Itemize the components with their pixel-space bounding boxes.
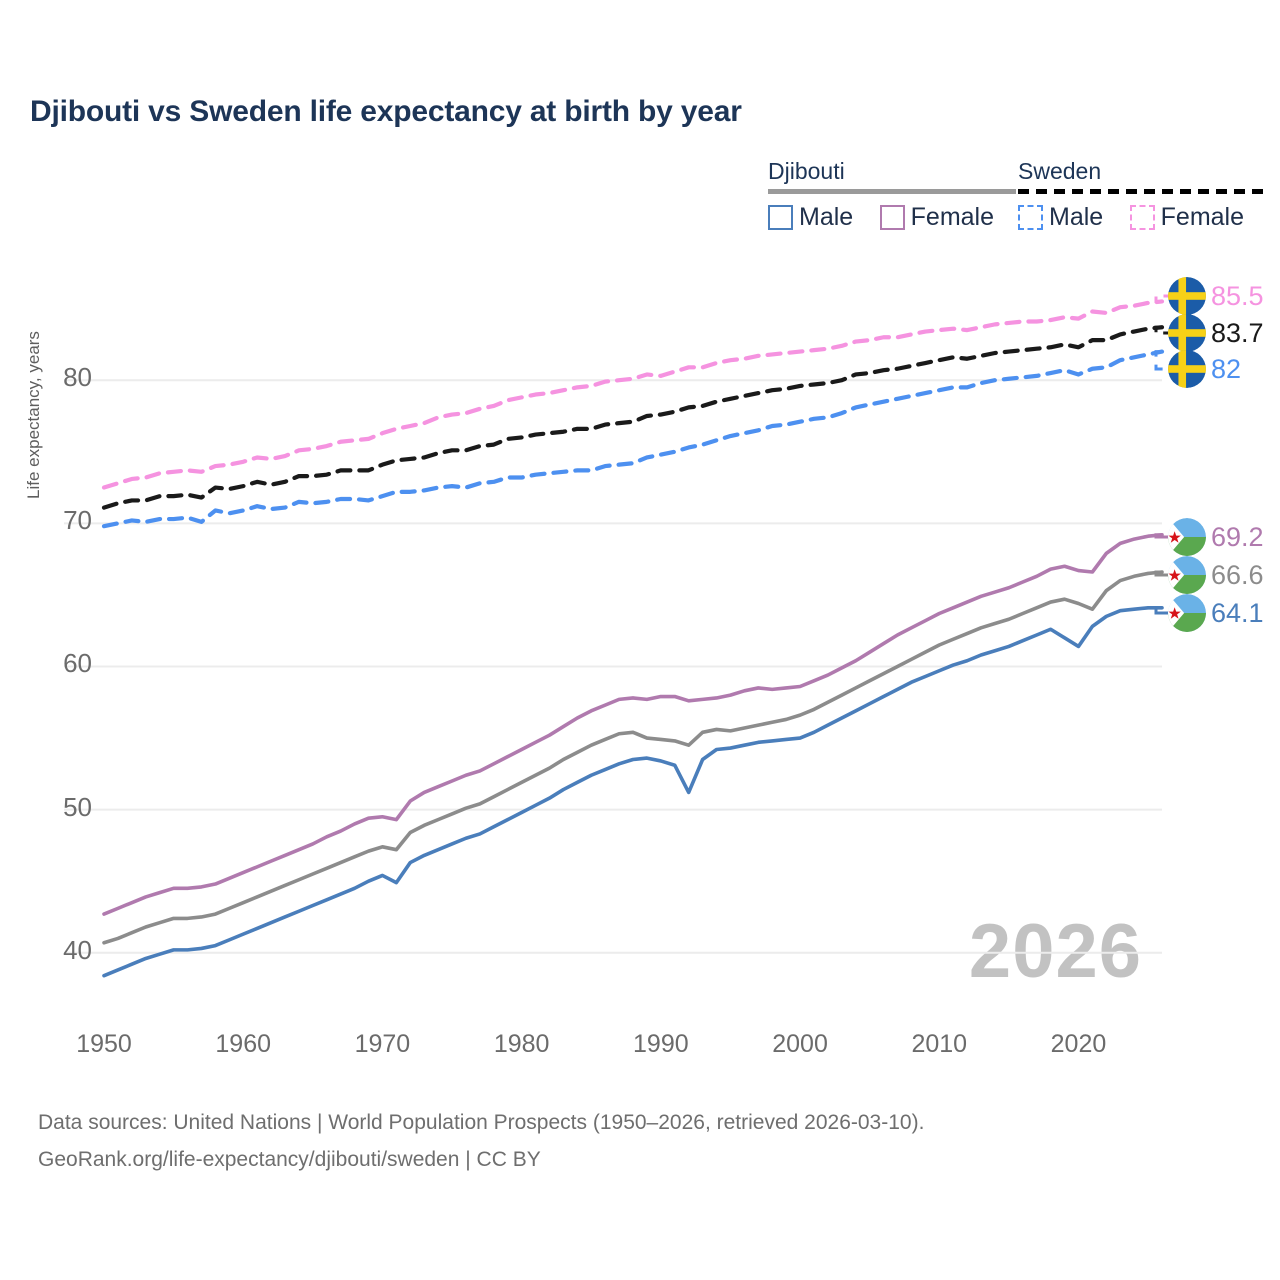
end-value-label: 85.5 [1211, 280, 1264, 311]
djibouti-flag-icon [1168, 556, 1206, 594]
legend-label-djibouti-male: Male [799, 203, 854, 231]
end-label-row: 64.1 [1168, 594, 1264, 632]
connector-djibouti-male [1154, 606, 1168, 615]
connector-sweden-total [1154, 325, 1168, 335]
series-line-sweden-female [101, 299, 1165, 490]
end-label-row: 66.6 [1168, 556, 1264, 594]
legend-country-djibouti: Djibouti [768, 158, 845, 184]
x-axis-tick-2000: 2000 [772, 1030, 828, 1058]
connector-sweden-male [1154, 350, 1168, 371]
page-title: Djibouti vs Sweden life expectancy at bi… [30, 95, 742, 128]
legend-item-sweden-female[interactable]: Female [1129, 203, 1245, 232]
series-line-sweden-total [101, 325, 1165, 510]
x-axis-tick-1960: 1960 [215, 1030, 272, 1058]
x-axis-tick-1980: 1980 [493, 1030, 550, 1058]
end-value-label: 82 [1211, 353, 1242, 384]
x-axis-tick-1970: 1970 [354, 1030, 411, 1058]
legend-rule-sweden [1018, 189, 1267, 194]
series-line-djibouti-female [102, 532, 1164, 916]
end-label-row: 85.5 [1168, 277, 1264, 315]
connector-djibouti-female [1154, 533, 1168, 539]
legend-item-sweden-male[interactable]: Male [1018, 203, 1103, 232]
x-axis-tick-1950: 1950 [76, 1030, 132, 1058]
legend-swatch-djibouti-female [879, 205, 905, 230]
end-value-label: 66.6 [1211, 559, 1264, 590]
y-axis-tick-60: 60 [63, 648, 92, 679]
series-line-djibouti-male [102, 605, 1164, 978]
end-label-row: 69.2 [1168, 518, 1264, 556]
legend-country-sweden: Sweden [1018, 158, 1102, 184]
legend-label-sweden-female: Female [1160, 203, 1245, 231]
legend-swatch-djibouti-male [768, 205, 793, 230]
legend-label-djibouti-female: Female [910, 203, 995, 231]
series-line-sweden-male [101, 349, 1165, 529]
legend-rule-djibouti [768, 189, 1017, 194]
legend-item-djibouti-male[interactable]: Male [768, 203, 853, 232]
x-axis-tick-2020: 2020 [1050, 1030, 1107, 1058]
y-axis-tick-50: 50 [63, 791, 92, 822]
sweden-flag-icon [1168, 314, 1206, 352]
end-value-label: 83.7 [1211, 317, 1264, 348]
legend-swatch-sweden-male [1018, 205, 1043, 230]
y-axis-tick-40: 40 [63, 934, 92, 965]
legend-item-djibouti-female[interactable]: Female [879, 203, 995, 232]
x-axis-tick-2010: 2010 [911, 1030, 968, 1058]
sweden-flag-icon [1168, 277, 1206, 315]
end-value-label: 69.2 [1211, 521, 1264, 552]
legend-swatch-sweden-female [1129, 205, 1155, 230]
djibouti-flag-icon [1168, 518, 1206, 556]
end-value-label: 64.1 [1211, 597, 1264, 628]
legend-group-djibouti: Djibouti Male Female [768, 158, 1017, 235]
end-label-row: 82 [1168, 350, 1241, 388]
end-label-row: 83.7 [1168, 314, 1264, 352]
year-watermark: 2026 [968, 909, 1142, 994]
series-line-djibouti-total [102, 570, 1164, 945]
legend-group-sweden: Sweden Male Female [1018, 158, 1267, 235]
legend-label-sweden-male: Male [1049, 203, 1104, 231]
connector-djibouti-total [1154, 570, 1168, 577]
connector-sweden-female [1154, 294, 1168, 303]
djibouti-flag-icon [1168, 594, 1206, 632]
y-axis-tick-70: 70 [63, 505, 92, 536]
x-axis-tick-1990: 1990 [633, 1030, 689, 1058]
sweden-flag-icon [1168, 350, 1206, 388]
footer-attribution: GeoRank.org/life-expectancy/djibouti/swe… [38, 1147, 541, 1171]
chart-footer: Data sources: United Nations | World Pop… [38, 1105, 924, 1179]
footer-data-sources: Data sources: United Nations | World Pop… [38, 1111, 925, 1134]
y-axis-tick-80: 80 [63, 362, 92, 393]
